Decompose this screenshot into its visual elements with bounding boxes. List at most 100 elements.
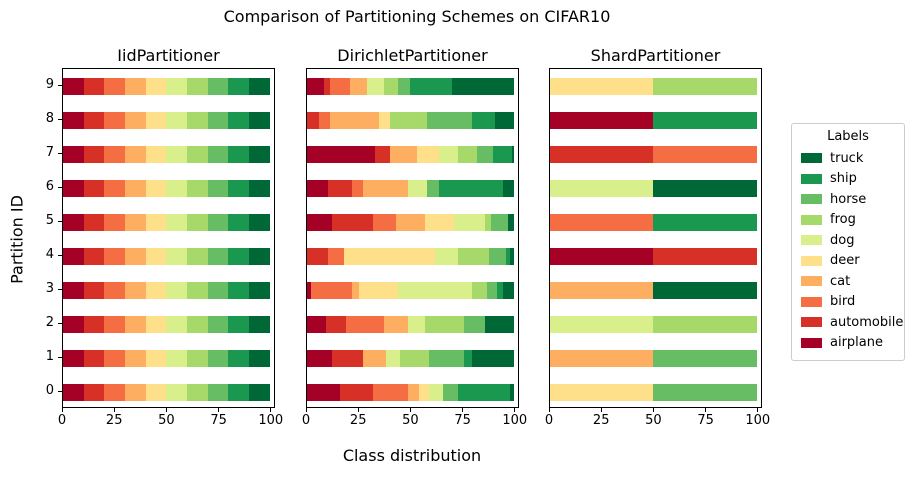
bar-segment-truck: [249, 315, 270, 333]
bar-segment-frog: [653, 315, 757, 333]
bar-segment-ship: [228, 77, 250, 95]
bar-segment-frog: [187, 77, 208, 95]
bar-segment-deer: [550, 383, 654, 401]
bar-segment-truck: [484, 315, 514, 333]
bar-partition-1: [550, 349, 761, 367]
bar-partition-3: [307, 281, 518, 299]
bar-partition-9: [63, 77, 274, 95]
bar-segment-cat: [362, 349, 386, 367]
bar-segment-cat: [125, 145, 146, 163]
x-tick-mark: [652, 408, 654, 412]
bar-segment-automobile: [83, 179, 105, 197]
bar-segment-ship: [228, 145, 250, 163]
bar-segment-dog: [439, 145, 458, 163]
bar-segment-automobile: [340, 383, 374, 401]
legend-swatch-truck: [801, 153, 822, 164]
bar-partition-7: [307, 145, 518, 163]
bar-segment-deer: [418, 383, 429, 401]
bar-segment-deer: [145, 111, 167, 129]
bar-segment-airplane: [307, 281, 312, 299]
bar-segment-automobile: [327, 179, 353, 197]
bar-segment-automobile: [331, 349, 363, 367]
x-tick-label: 50: [645, 413, 662, 428]
bar-segment-airplane: [63, 111, 84, 129]
x-tick-label: 75: [697, 413, 714, 428]
bar-segment-airplane: [63, 383, 84, 401]
bar-segment-horse: [443, 383, 458, 401]
bar-segment-deer: [416, 145, 440, 163]
bar-partition-5: [307, 213, 518, 231]
bar-segment-airplane: [550, 247, 654, 265]
bar-segment-horse: [489, 247, 506, 265]
bar-segment-dog: [166, 77, 188, 95]
legend-label: ship: [830, 171, 857, 187]
bar-segment-cat: [329, 111, 380, 129]
bar-segment-deer: [145, 315, 167, 333]
bar-segment-bird: [104, 145, 126, 163]
legend: Labels truck ship horse frog dog deer cat bird a…: [791, 123, 905, 361]
y-tick-label: 6: [45, 179, 54, 194]
bar-segment-deer: [344, 247, 436, 265]
bar-segment-dog: [435, 247, 458, 265]
bar-segment-automobile: [83, 77, 105, 95]
y-tick-mark: [58, 254, 62, 256]
bar-segment-deer: [145, 213, 167, 231]
bar-partition-8: [550, 111, 761, 129]
bar-segment-bird: [373, 383, 409, 401]
bar-segment-automobile: [325, 315, 347, 333]
y-tick-label: 2: [45, 315, 54, 330]
bar-segment-cat: [125, 213, 146, 231]
bar-partition-8: [307, 111, 518, 129]
bar-segment-bird: [104, 111, 126, 129]
legend-label: airplane: [830, 335, 883, 351]
y-tick-mark: [58, 288, 62, 290]
legend-entry-dog: dog: [801, 230, 895, 251]
bar-segment-frog: [187, 315, 208, 333]
x-tick-mark: [462, 408, 464, 412]
bar-segment-airplane: [63, 247, 84, 265]
bar-segment-dog: [166, 111, 188, 129]
bar-segment-horse: [653, 349, 757, 367]
bar-segment-airplane: [307, 213, 332, 231]
bar-segment-airplane: [307, 315, 326, 333]
bar-segment-truck: [249, 281, 270, 299]
y-tick-label: 8: [45, 111, 54, 126]
bar-segment-bird: [104, 349, 126, 367]
bar-partition-1: [307, 349, 518, 367]
x-tick-mark: [600, 408, 602, 412]
bar-segment-frog: [187, 281, 208, 299]
bar-segment-frog: [484, 213, 492, 231]
x-tick-label: 100: [258, 413, 284, 428]
bar-segment-truck: [509, 247, 514, 265]
legend-items: truck ship horse frog dog deer cat bird automobi…: [801, 148, 903, 353]
subplot-IidPartitioner: [62, 68, 275, 408]
bar-segment-ship: [457, 383, 510, 401]
bar-segment-dog: [385, 349, 401, 367]
bar-segment-automobile: [83, 111, 105, 129]
y-axis-label: Partition ID: [7, 195, 27, 284]
bar-segment-ship: [228, 111, 250, 129]
x-tick-mark: [165, 408, 167, 412]
x-tick-label: 100: [745, 413, 771, 428]
bar-segment-horse: [491, 213, 508, 231]
bar-segment-truck: [249, 111, 270, 129]
y-tick-mark: [58, 118, 62, 120]
bar-segment-bird: [104, 383, 126, 401]
bar-segment-cat: [408, 383, 419, 401]
bar-segment-cat: [550, 281, 654, 299]
y-tick-mark: [58, 186, 62, 188]
bar-segment-truck: [249, 179, 270, 197]
bar-segment-bird: [319, 111, 330, 129]
bar-segment-truck: [511, 145, 514, 163]
bar-segment-frog: [389, 111, 427, 129]
x-tick-label: 0: [57, 413, 67, 428]
bar-segment-dog: [397, 281, 473, 299]
bar-segment-dog: [166, 213, 188, 231]
bar-segment-automobile: [83, 349, 105, 367]
legend-label: frog: [830, 212, 856, 228]
bar-partition-0: [307, 383, 518, 401]
bar-segment-truck: [653, 281, 757, 299]
bar-segment-dog: [550, 315, 654, 333]
legend-entry-automobile: automobile: [801, 312, 903, 333]
bar-segment-bird: [653, 145, 757, 163]
